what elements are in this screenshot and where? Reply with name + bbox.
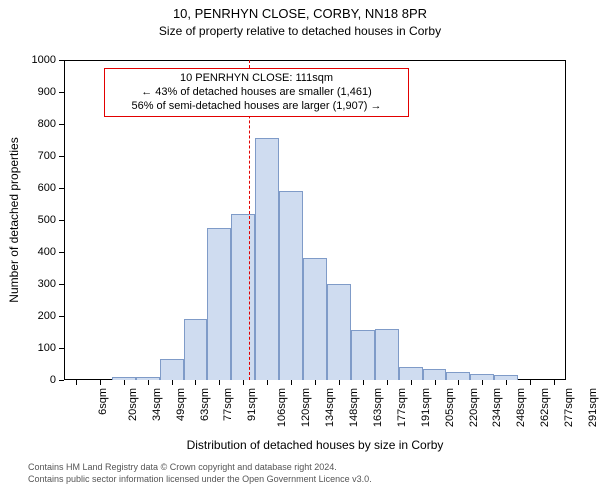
x-tick-mark — [195, 380, 196, 385]
x-tick-label: 277sqm — [563, 388, 575, 427]
y-tick-mark — [59, 220, 64, 221]
x-tick-label: 205sqm — [444, 388, 456, 427]
x-tick-label: 77sqm — [223, 388, 235, 421]
axis-spine-top — [64, 60, 566, 61]
x-tick-label: 6sqm — [97, 388, 109, 415]
x-tick-label: 91sqm — [246, 388, 258, 421]
y-tick-label: 300 — [16, 278, 56, 290]
x-tick-label: 148sqm — [348, 388, 360, 427]
y-tick-label: 1000 — [16, 54, 56, 66]
y-tick-mark — [59, 380, 64, 381]
chart-container: 10, PENRHYN CLOSE, CORBY, NN18 8PR Size … — [0, 0, 600, 500]
x-tick-label: 134sqm — [324, 388, 336, 427]
x-tick-label: 291sqm — [587, 388, 599, 427]
x-tick-mark — [554, 380, 555, 385]
histogram-bar — [423, 369, 447, 380]
histogram-bar — [231, 214, 255, 380]
footer-line-1: Contains HM Land Registry data © Crown c… — [28, 462, 372, 474]
x-tick-mark — [315, 380, 316, 385]
x-tick-mark — [530, 380, 531, 385]
x-tick-label: 34sqm — [151, 388, 163, 421]
y-tick-mark — [59, 252, 64, 253]
y-tick-mark — [59, 124, 64, 125]
x-tick-mark — [482, 380, 483, 385]
y-tick-label: 600 — [16, 182, 56, 194]
x-axis-label: Distribution of detached houses by size … — [187, 438, 444, 452]
y-tick-mark — [59, 92, 64, 93]
y-tick-label: 700 — [16, 150, 56, 162]
y-tick-mark — [59, 316, 64, 317]
property-info-box: 10 PENRHYN CLOSE: 111sqm← 43% of detache… — [104, 68, 409, 117]
x-tick-mark — [411, 380, 412, 385]
x-tick-mark — [148, 380, 149, 385]
x-tick-mark — [387, 380, 388, 385]
x-tick-label: 262sqm — [539, 388, 551, 427]
x-tick-mark — [435, 380, 436, 385]
y-tick-label: 0 — [16, 374, 56, 386]
x-tick-mark — [100, 380, 101, 385]
histogram-bar — [303, 258, 327, 380]
y-tick-mark — [59, 284, 64, 285]
plot-area: 6sqm20sqm34sqm49sqm63sqm77sqm91sqm106sqm… — [64, 60, 566, 380]
histogram-bar — [279, 191, 303, 380]
y-tick-mark — [59, 156, 64, 157]
histogram-bar — [184, 319, 208, 380]
y-tick-mark — [59, 188, 64, 189]
histogram-bar — [327, 284, 351, 380]
info-box-line: ← 43% of detached houses are smaller (1,… — [108, 86, 405, 100]
y-tick-label: 400 — [16, 246, 56, 258]
x-tick-mark — [219, 380, 220, 385]
footer-line-2: Contains public sector information licen… — [28, 474, 372, 486]
histogram-bar — [399, 367, 423, 380]
x-tick-label: 106sqm — [276, 388, 288, 427]
x-tick-mark — [76, 380, 77, 385]
x-tick-mark — [172, 380, 173, 385]
x-tick-label: 63sqm — [199, 388, 211, 421]
x-tick-label: 49sqm — [175, 388, 187, 421]
x-tick-label: 220sqm — [468, 388, 480, 427]
histogram-bar — [207, 228, 231, 380]
y-tick-label: 900 — [16, 86, 56, 98]
x-tick-mark — [458, 380, 459, 385]
info-box-line: 10 PENRHYN CLOSE: 111sqm — [108, 72, 405, 86]
y-tick-label: 100 — [16, 342, 56, 354]
x-tick-label: 191sqm — [420, 388, 432, 427]
y-tick-label: 500 — [16, 214, 56, 226]
footer-attribution: Contains HM Land Registry data © Crown c… — [28, 462, 372, 485]
x-tick-label: 177sqm — [396, 388, 408, 427]
y-tick-label: 800 — [16, 118, 56, 130]
y-tick-mark — [59, 348, 64, 349]
x-tick-mark — [363, 380, 364, 385]
histogram-bar — [446, 372, 470, 380]
x-tick-mark — [267, 380, 268, 385]
x-tick-label: 120sqm — [300, 388, 312, 427]
x-tick-label: 163sqm — [372, 388, 384, 427]
x-tick-mark — [506, 380, 507, 385]
histogram-bar — [255, 138, 279, 380]
y-tick-label: 200 — [16, 310, 56, 322]
x-tick-mark — [291, 380, 292, 385]
chart-title: 10, PENRHYN CLOSE, CORBY, NN18 8PR — [0, 6, 600, 21]
x-tick-label: 234sqm — [492, 388, 504, 427]
histogram-bar — [160, 359, 184, 380]
x-tick-mark — [124, 380, 125, 385]
axis-spine-left — [64, 60, 65, 380]
info-box-line: 56% of semi-detached houses are larger (… — [108, 100, 405, 114]
histogram-bar — [351, 330, 375, 380]
y-tick-mark — [59, 60, 64, 61]
x-tick-label: 248sqm — [515, 388, 527, 427]
histogram-bar — [375, 329, 399, 380]
axis-spine-right — [565, 60, 566, 380]
x-tick-mark — [243, 380, 244, 385]
x-tick-mark — [339, 380, 340, 385]
x-tick-label: 20sqm — [127, 388, 139, 421]
chart-subtitle: Size of property relative to detached ho… — [0, 24, 600, 38]
